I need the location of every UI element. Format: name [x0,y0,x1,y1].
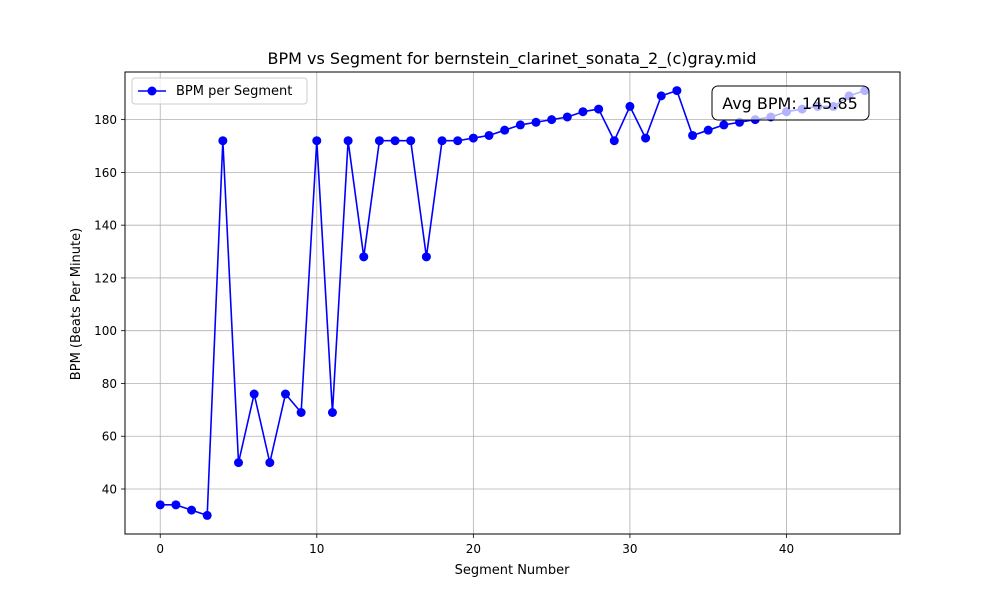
data-point [594,104,604,114]
data-point [719,120,729,130]
data-point [500,125,510,135]
data-point [280,389,290,399]
data-point [421,252,431,262]
x-tick-label: 0 [156,542,164,556]
y-tick-label: 60 [102,430,117,444]
data-point [187,505,197,515]
data-point [625,101,635,111]
data-point [202,510,212,520]
data-point [641,133,651,143]
annotation-text: Avg BPM: 145.85 [722,94,858,113]
data-point [218,136,228,146]
y-tick-label: 40 [102,483,117,497]
avg-bpm-annotation: Avg BPM: 145.85 [711,85,870,121]
grid-lines [125,72,900,534]
data-point [374,136,384,146]
y-tick-label: 140 [94,219,117,233]
x-tick-label: 10 [309,542,324,556]
data-point [155,500,165,510]
legend-entry-label: BPM per Segment [176,84,292,99]
y-axis-label: BPM (Beats Per Minute) [69,228,84,380]
data-point [609,136,619,146]
data-point [672,86,682,96]
data-point [468,133,478,143]
data-point [547,115,557,125]
chart-title: BPM vs Segment for bernstein_clarinet_so… [268,49,757,69]
legend-marker-swatch [147,86,157,96]
data-point [453,136,463,146]
axis-ticks: 0 10 20 30 40 40 60 80 100 120 140 160 180 [94,113,794,556]
x-tick-label: 40 [779,542,794,556]
legend: BPM per Segment [131,77,308,105]
data-point [531,117,541,127]
data-point [359,252,369,262]
x-axis-label: Segment Number [455,563,571,578]
series-line [160,89,866,517]
data-point [406,136,416,146]
data-point [484,130,494,140]
legend-box [131,77,308,105]
data-point [515,120,525,130]
data-point [234,458,244,468]
data-point [343,136,353,146]
y-tick-label: 80 [102,377,117,391]
data-point [249,389,259,399]
y-tick-label: 120 [94,271,117,285]
data-point [656,91,666,101]
data-point [578,107,588,117]
data-point [296,408,306,417]
plot-area-frame [124,71,901,535]
data-point [703,125,713,135]
data-point [265,458,275,468]
x-tick-label: 30 [622,542,637,556]
annotation-box [711,85,870,121]
data-point [437,136,447,146]
data-point [171,500,181,510]
data-point [312,136,322,146]
x-tick-label: 20 [466,542,481,556]
data-point [390,136,400,146]
y-tick-label: 100 [94,324,117,338]
data-point [688,130,698,140]
data-point [562,112,572,122]
data-point [327,408,337,417]
y-tick-label: 180 [94,113,117,127]
y-tick-label: 160 [94,166,117,180]
